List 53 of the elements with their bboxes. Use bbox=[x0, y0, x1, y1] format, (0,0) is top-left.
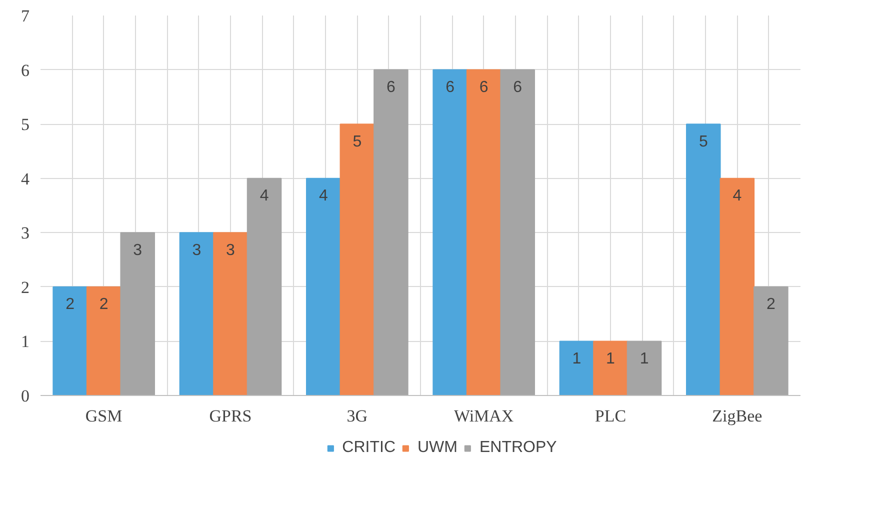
data-label: 6 bbox=[386, 79, 396, 96]
data-label: 4 bbox=[260, 188, 269, 205]
x-tick-label: PLC bbox=[594, 406, 626, 426]
y-tick-label: 5 bbox=[21, 115, 30, 134]
bar bbox=[374, 69, 408, 396]
legend-label: ENTROPY bbox=[479, 439, 557, 457]
data-label: 2 bbox=[766, 296, 776, 314]
legend-label: UWM bbox=[418, 439, 458, 457]
x-tick-label: 3G bbox=[346, 406, 368, 426]
bar bbox=[626, 340, 662, 396]
bar bbox=[720, 178, 755, 396]
y-tick-label: 3 bbox=[21, 224, 30, 243]
bar bbox=[686, 124, 721, 396]
data-label: 1 bbox=[572, 350, 582, 368]
bar bbox=[559, 340, 594, 396]
data-label: 1 bbox=[606, 350, 616, 368]
data-label: 5 bbox=[698, 133, 708, 150]
bar bbox=[754, 286, 788, 396]
data-label: 2 bbox=[66, 296, 75, 314]
y-tick-label: 2 bbox=[21, 278, 30, 297]
data-label: 3 bbox=[192, 242, 202, 259]
x-tick-label: ZigBee bbox=[712, 406, 762, 426]
bar bbox=[306, 178, 341, 396]
bar bbox=[593, 340, 628, 396]
data-label: 3 bbox=[226, 242, 236, 259]
bar bbox=[179, 232, 214, 396]
y-tick-label: 6 bbox=[21, 60, 30, 80]
bar bbox=[246, 178, 282, 396]
x-tick-label: GPRS bbox=[209, 406, 252, 426]
bar bbox=[500, 69, 535, 396]
bar bbox=[432, 69, 468, 396]
y-tick-label: 0 bbox=[21, 386, 30, 406]
data-label: 2 bbox=[99, 296, 108, 314]
bar bbox=[120, 232, 155, 396]
bar bbox=[340, 124, 375, 396]
data-label: 6 bbox=[479, 79, 488, 96]
legend-label: CRITIC bbox=[342, 439, 396, 457]
data-label: 4 bbox=[318, 188, 328, 205]
x-tick-label: WiMAX bbox=[454, 406, 514, 426]
data-label: 1 bbox=[640, 350, 649, 368]
bar bbox=[86, 286, 122, 396]
data-label: 6 bbox=[446, 79, 455, 96]
y-tick-label: 7 bbox=[21, 6, 30, 26]
data-label: 4 bbox=[732, 188, 742, 205]
bar bbox=[466, 69, 502, 396]
x-tick-label: GSM bbox=[85, 406, 122, 426]
bar bbox=[213, 232, 248, 396]
y-tick-label: 1 bbox=[21, 332, 30, 352]
data-label: 3 bbox=[133, 242, 142, 259]
data-label: 6 bbox=[513, 79, 522, 96]
bar bbox=[52, 286, 88, 396]
y-tick-label: 4 bbox=[21, 169, 30, 188]
data-label: 5 bbox=[352, 133, 362, 150]
